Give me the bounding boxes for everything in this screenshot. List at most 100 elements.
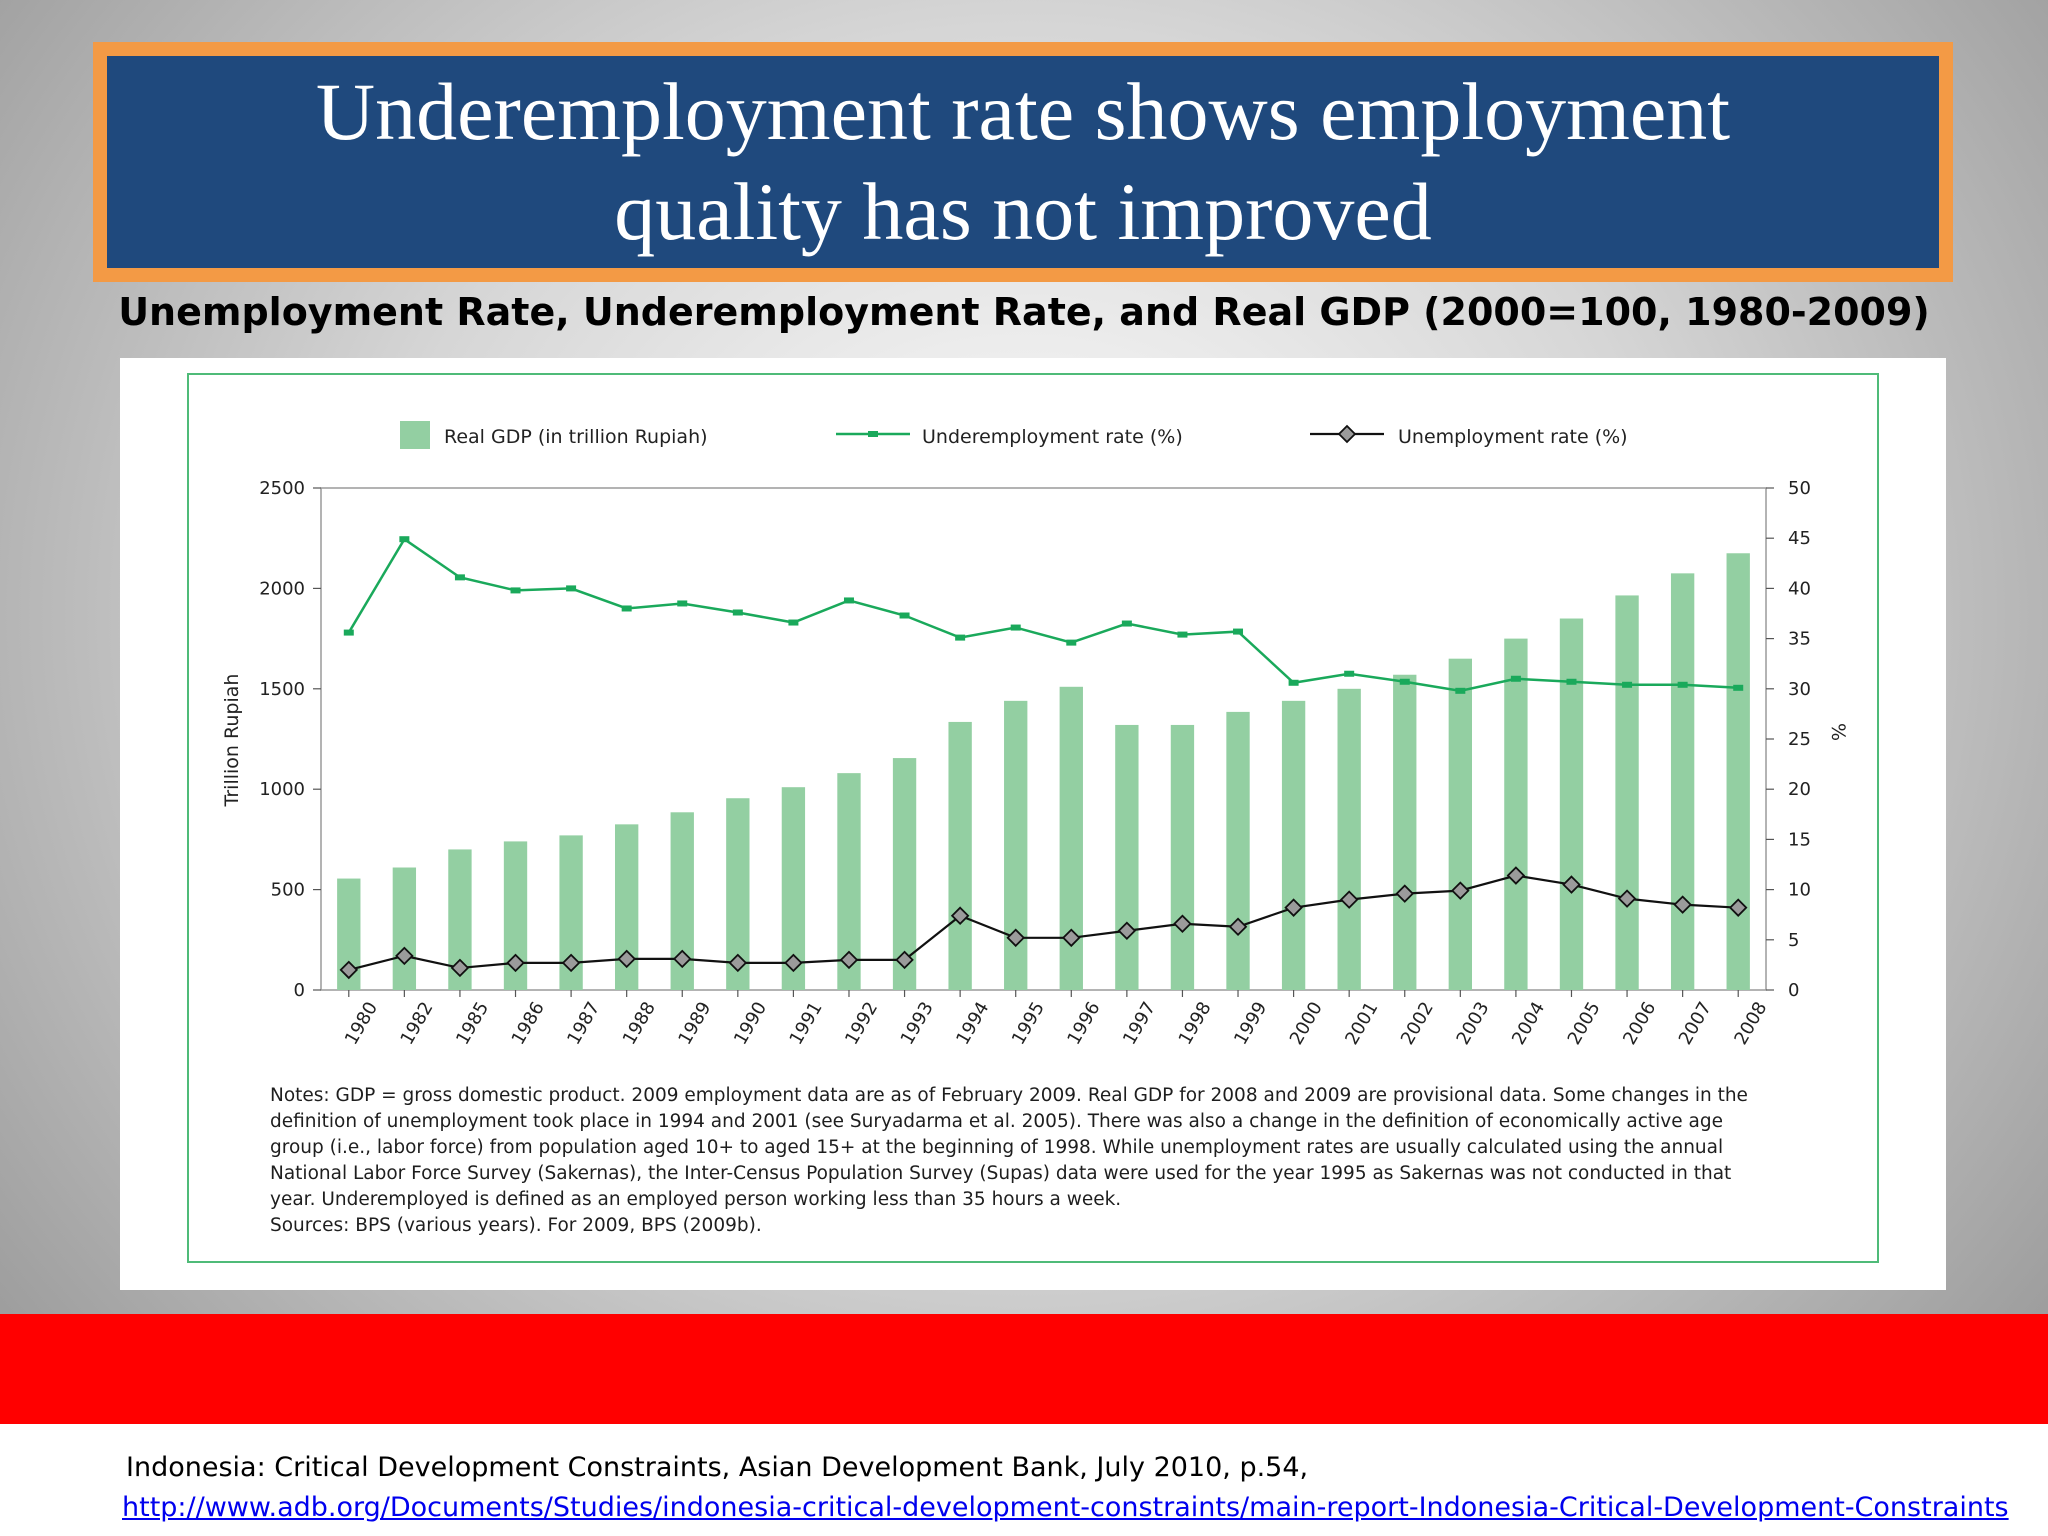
source-citation: Indonesia: Critical Development Constrai… <box>126 1452 1309 1483</box>
legend-marker-unemployment <box>1337 424 1357 444</box>
x-axis-tick-label: 2002 <box>1397 998 1438 1048</box>
gdp-bar <box>1504 638 1528 990</box>
unemployment-point <box>728 953 748 973</box>
notes-line: definition of unemployment took place in… <box>270 1111 1723 1132</box>
underemployment-point <box>1233 628 1244 635</box>
chart-panel: 0 500 1000 1500 2000 2500 0 5 10 15 20 25 30 35 40 45 50… <box>120 358 1946 1290</box>
unemployment-point <box>1006 928 1025 948</box>
left-axis-tick-label: 1500 <box>259 679 305 700</box>
right-axis-tick-label: 20 <box>1788 779 1811 800</box>
x-axis-tick-label: 2008 <box>1730 998 1771 1048</box>
underemployment-point <box>955 634 966 641</box>
x-axis-tick-label: 2001 <box>1341 998 1382 1048</box>
footer-red-band <box>0 1314 2048 1424</box>
underemployment-point <box>677 600 688 607</box>
x-axis-tick-label: 1982 <box>397 998 438 1048</box>
right-axis-tick-label: 5 <box>1788 930 1799 951</box>
unemployment-point <box>1451 881 1470 900</box>
unemployment-point <box>1562 875 1581 894</box>
x-axis-tick-label: 1998 <box>1175 998 1216 1048</box>
x-axis-tick-label: 1985 <box>452 998 493 1048</box>
right-axis-label: % <box>1827 723 1849 741</box>
gdp-bar <box>1115 724 1139 990</box>
unemployment-point <box>561 953 581 973</box>
x-axis-tick-label: 1992 <box>841 998 882 1048</box>
gdp-bar <box>448 849 472 990</box>
gdp-bar <box>337 878 361 990</box>
unemployment-point <box>1617 889 1637 908</box>
underemployment-point <box>1010 624 1021 631</box>
source-link[interactable]: http://www.adb.org/Documents/Studies/ind… <box>122 1492 2009 1523</box>
left-axis-tick-label: 2000 <box>259 578 305 599</box>
left-axis-tick-label: 500 <box>271 880 305 901</box>
underemployment-point <box>1566 678 1577 685</box>
gdp-bar <box>1726 553 1750 990</box>
underemployment-point <box>343 629 354 636</box>
unemployment-point <box>672 949 692 969</box>
x-axis-tick-label: 1980 <box>341 998 382 1048</box>
x-axis-tick-label: 1997 <box>1119 998 1160 1048</box>
unemployment-point <box>339 960 359 980</box>
chart-notes: Notes: GDP = gross domestic product. 200… <box>270 1083 1830 1239</box>
x-axis-tick-label: 1994 <box>952 998 993 1048</box>
gdp-bar <box>615 824 639 990</box>
gdp-bar <box>1448 658 1472 990</box>
unemployment-point <box>1673 895 1692 914</box>
underemployment-point <box>1288 679 1299 686</box>
unemployment-point <box>1228 917 1248 937</box>
footer-area <box>0 1424 2048 1536</box>
gdp-bar <box>837 773 861 990</box>
unemployment-point <box>950 906 970 925</box>
x-axis-tick-label: 1993 <box>897 998 938 1048</box>
gdp-bar <box>1393 674 1417 990</box>
underemployment-point <box>1455 687 1466 694</box>
unemployment-line <box>348 874 1739 971</box>
unemployment-point <box>895 950 914 970</box>
notes-line: National Labor Force Survey (Sakernas), … <box>270 1163 1732 1184</box>
unemployment-point <box>784 953 803 973</box>
underemployment-point <box>510 587 521 594</box>
underemployment-point <box>1177 631 1188 638</box>
underemployment-point <box>1622 681 1633 688</box>
x-axis-tick-label: 2006 <box>1619 998 1660 1048</box>
unemployment-point <box>1284 898 1303 917</box>
left-axis-tick-label: 1000 <box>259 779 305 800</box>
unemployment-point <box>1339 890 1359 909</box>
underemployment-point <box>1677 681 1688 688</box>
right-axis-tick-label: 30 <box>1788 679 1811 700</box>
gdp-bar <box>670 812 694 990</box>
gdp-bar <box>726 798 750 990</box>
gdp-bar <box>1559 618 1584 990</box>
legend-label-gdp: Real GDP (in trillion Rupiah) <box>444 426 708 448</box>
right-axis-tick-label: 45 <box>1788 528 1811 549</box>
gdp-bar <box>1337 688 1361 990</box>
unemployment-point <box>395 946 414 966</box>
gdp-bar <box>948 721 972 990</box>
plot-area <box>320 487 1767 991</box>
gdp-bar <box>1004 700 1028 990</box>
underemployment-point <box>1399 678 1410 685</box>
unemployment-point <box>1117 921 1137 941</box>
legend-swatch-gdp <box>400 421 430 449</box>
unemployment-point <box>450 958 470 978</box>
underemployment-point <box>566 585 577 592</box>
title-box: Underemployment rate shows employment qu… <box>93 42 1953 282</box>
unemployment-point <box>506 953 525 973</box>
underemployment-point <box>399 536 410 543</box>
underemployment-point <box>621 605 632 612</box>
underemployment-point <box>788 619 799 626</box>
x-axis-tick-label: 1987 <box>563 998 604 1048</box>
gdp-bar <box>559 835 583 990</box>
title-line-1: Underemployment rate shows employment <box>315 66 1731 157</box>
gdp-bar <box>1670 573 1695 990</box>
underemployment-point <box>1510 675 1521 682</box>
underemployment-point <box>454 574 465 581</box>
chart-figure: 0 500 1000 1500 2000 2500 0 5 10 15 20 25 30 35 40 45 50… <box>187 373 1879 1263</box>
notes-line: group (i.e., labor force) from populatio… <box>270 1137 1724 1158</box>
unemployment-point <box>1395 884 1415 903</box>
underemployment-point <box>1121 620 1132 627</box>
left-axis-tick-label: 2500 <box>259 478 305 499</box>
unemployment-point <box>839 950 859 970</box>
right-axis-tick-label: 25 <box>1788 729 1811 750</box>
x-axis-tick-label: 1990 <box>730 998 771 1048</box>
